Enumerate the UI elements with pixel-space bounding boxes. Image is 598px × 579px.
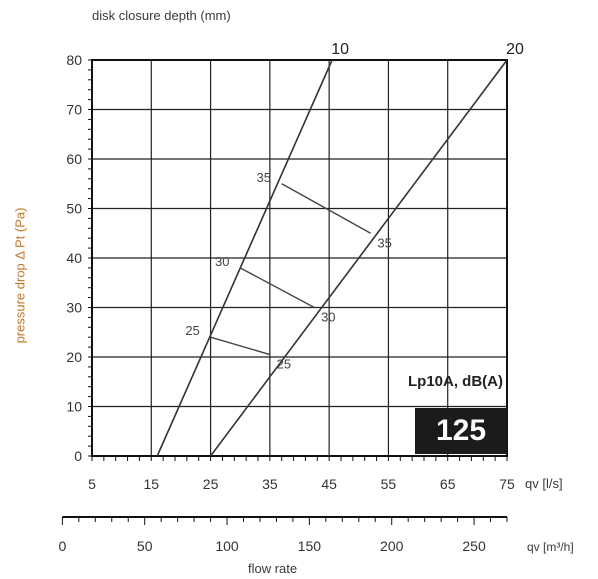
sound-level-badge: 125 bbox=[415, 408, 507, 454]
y-axis-label-wrap: pressure drop Δ Pt (Pa) bbox=[0, 175, 40, 375]
secondary-x-axis: 0 50 100 150 200 250 bbox=[58, 516, 508, 554]
x-tick-label: 25 bbox=[203, 476, 219, 492]
x-tick-label: 65 bbox=[440, 476, 456, 492]
contour-label-35-right: 35 bbox=[377, 235, 391, 250]
series-line-10 bbox=[156, 59, 333, 457]
y-tick-label: 10 bbox=[66, 399, 82, 415]
grid bbox=[91, 59, 508, 457]
y-tick-label: 70 bbox=[66, 102, 82, 118]
x2-tick-label: 50 bbox=[137, 538, 153, 554]
axes bbox=[88, 59, 508, 461]
contour-label-25-left: 25 bbox=[185, 323, 199, 338]
y-tick-label: 0 bbox=[74, 448, 82, 464]
contour-label-35-left: 35 bbox=[256, 170, 270, 185]
series-line-20 bbox=[209, 59, 508, 457]
y-tick-label: 50 bbox=[66, 201, 82, 217]
contour-label-25-right: 25 bbox=[277, 357, 291, 372]
x-tick-label: 5 bbox=[88, 476, 96, 492]
x2-tick-label: 250 bbox=[462, 538, 486, 554]
contour-line-30 bbox=[239, 267, 315, 309]
x-axis-unit-primary: qv [l/s] bbox=[525, 476, 563, 491]
x-tick-label: 75 bbox=[499, 476, 515, 492]
y-tick-label: 20 bbox=[66, 349, 82, 365]
x-tick-label: 55 bbox=[381, 476, 397, 492]
x2-tick-label: 200 bbox=[380, 538, 404, 554]
y-axis-label: pressure drop Δ Pt (Pa) bbox=[12, 207, 28, 343]
contour-label-30-right: 30 bbox=[321, 310, 335, 325]
tick-labels: 0 10 20 30 40 50 60 70 80 5 15 25 35 45 55 65 75 bbox=[66, 52, 515, 492]
contour-line-25 bbox=[210, 336, 271, 356]
x-tick-label: 15 bbox=[143, 476, 159, 492]
x2-tick-label: 100 bbox=[215, 538, 239, 554]
contour-label-30-left: 30 bbox=[215, 254, 229, 269]
x-axis-label: flow rate bbox=[248, 561, 298, 576]
legend-title: Lp10A, dB(A) bbox=[408, 373, 503, 390]
x2-tick-label: 0 bbox=[58, 538, 66, 554]
x2-tick-label: 150 bbox=[298, 538, 322, 554]
y-tick-label: 40 bbox=[66, 250, 82, 266]
x-axis-unit-secondary: qv [m³/h] bbox=[527, 540, 574, 554]
series-label-10: 10 bbox=[331, 41, 349, 58]
chart-title: disk closure depth (mm) bbox=[92, 8, 231, 23]
y-tick-label: 30 bbox=[66, 300, 82, 316]
y-tick-label: 80 bbox=[66, 52, 82, 68]
x-tick-label: 45 bbox=[321, 476, 337, 492]
series-label-20: 20 bbox=[506, 41, 524, 58]
contour-line-35 bbox=[281, 183, 371, 234]
x-tick-label: 35 bbox=[262, 476, 278, 492]
y-tick-label: 60 bbox=[66, 151, 82, 167]
contours-group: 25 25 30 30 35 35 bbox=[185, 170, 392, 372]
series-group: 10 20 bbox=[156, 41, 524, 457]
